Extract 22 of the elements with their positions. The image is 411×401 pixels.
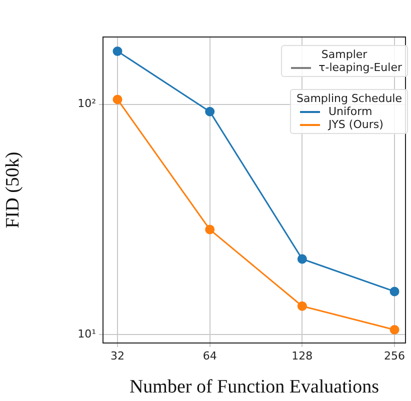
point (297, 301, 307, 311)
point (112, 94, 122, 104)
annotation: Sampler (320, 48, 368, 61)
point (112, 46, 122, 56)
legend-label: Uniform (328, 105, 372, 118)
point (390, 325, 400, 335)
x-tick-label: 64 (202, 349, 217, 362)
point (205, 224, 215, 234)
point (390, 286, 400, 296)
x-tick-label: 256 (384, 349, 406, 362)
x-axis-title: Number of Function Evaluations (129, 376, 380, 398)
legend-title: Sampling Schedule (296, 92, 402, 105)
x-tick-label: 128 (292, 349, 313, 362)
y-tick-label: 10¹ (78, 328, 96, 341)
point (205, 106, 215, 116)
x-tick-label: 32 (110, 349, 124, 362)
y-axis-title: FID (50k) (2, 152, 24, 228)
legend-label: τ-leaping-Euler (318, 61, 402, 74)
legend-box: Sampler τ-leaping-Euler (280, 45, 408, 77)
y-tick-label: 10² (78, 97, 96, 110)
point (297, 254, 307, 264)
legend-label: JYS (Ours) (328, 118, 384, 131)
